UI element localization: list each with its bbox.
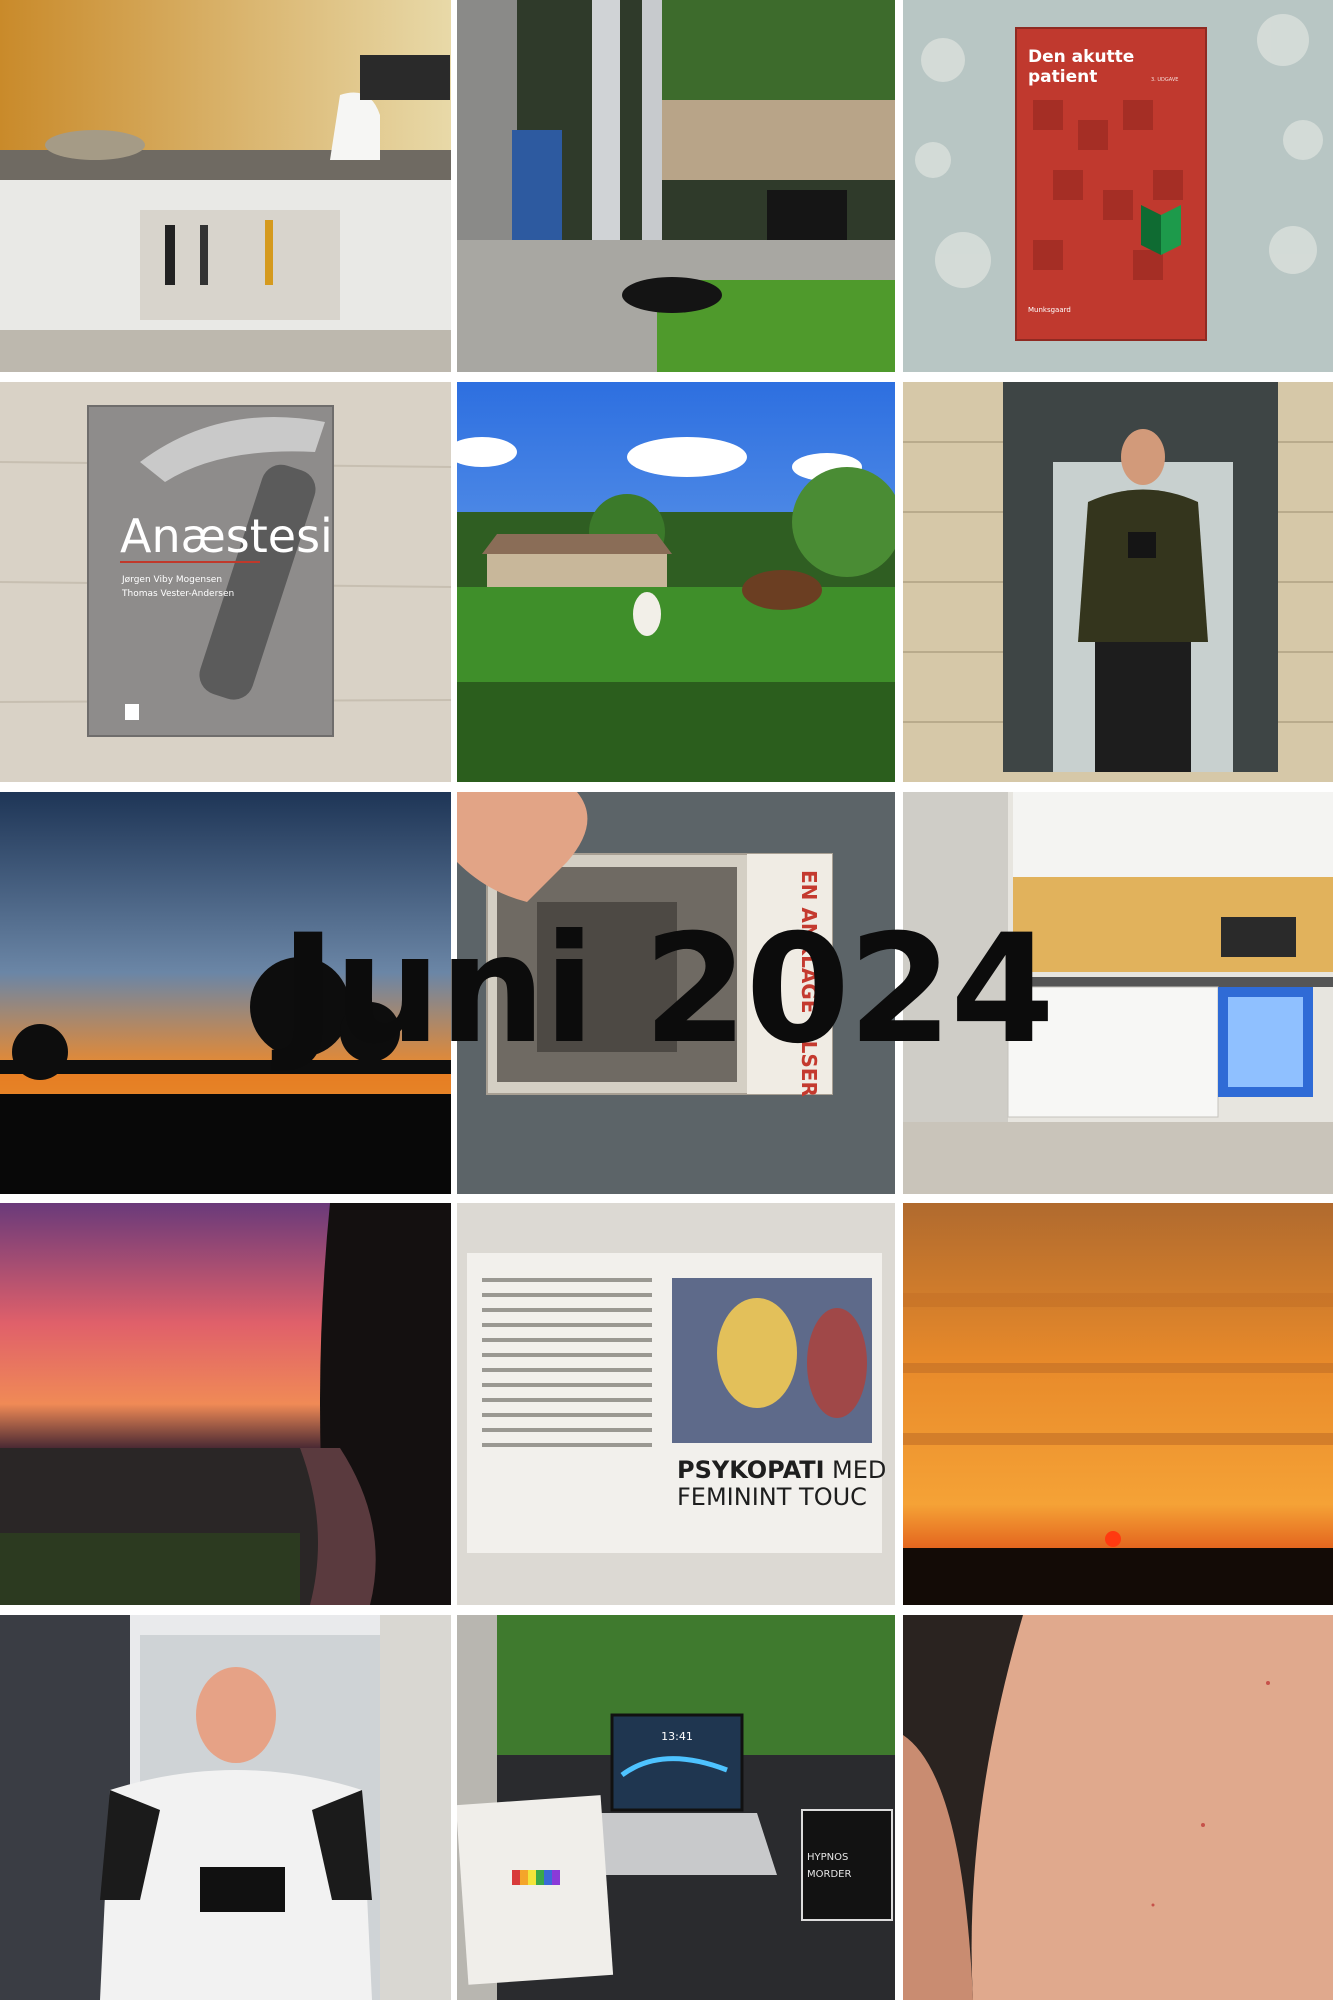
- photo-courtyard: [457, 0, 895, 372]
- book-red-publisher: Munksgaard: [1028, 306, 1071, 314]
- photo-mirror-selfie-2: [0, 1615, 451, 2000]
- book-gray-title: Anæstesi: [120, 509, 333, 563]
- newspaper-headline-bold: PSYKOPATI: [677, 1456, 825, 1484]
- photo-book-den-akutte-patient: Den akutte patient 3. UDGAVE Munksgaard: [903, 0, 1333, 372]
- photo-sunset-lake: [0, 792, 451, 1194]
- photo-skin-closeup: [903, 1615, 1333, 2000]
- book-gray-author1: Jørgen Viby Mogensen: [121, 575, 222, 585]
- desk-book-subtitle: MORDER: [807, 1869, 851, 1880]
- book-red-edition: 3. UDGAVE: [1151, 77, 1178, 83]
- photo-kitchenette-drawer: [0, 0, 451, 372]
- book-handheld-title: EN ANKLAGE: [797, 870, 821, 1013]
- book-handheld-title-end: ELSER: [797, 1027, 821, 1097]
- book-red-title-line1: Den akutte: [1028, 47, 1134, 67]
- photo-mirror-selfie-1: [903, 382, 1333, 782]
- photo-goats-field: [457, 382, 895, 782]
- photo-sunset-road: [0, 1203, 451, 1605]
- book-gray-author2: Thomas Vester-Andersen: [121, 589, 234, 599]
- laptop-clock: 13:41: [661, 1730, 693, 1743]
- photo-orange-sunset: [903, 1203, 1333, 1605]
- book-red-title-line2: patient: [1028, 67, 1097, 87]
- photo-newspaper: PSYKOPATI MED FEMININT TOUC: [457, 1203, 895, 1605]
- desk-book-title: HYPNOS: [807, 1852, 848, 1863]
- newspaper-headline-rest: MED: [832, 1456, 886, 1484]
- photo-laptop-desk: 13:41 HYPNOS MORDER: [457, 1615, 895, 2000]
- photo-book-anaestesi: Anæstesi Jørgen Viby Mogensen Thomas Ves…: [0, 382, 451, 782]
- photo-book-handheld: EN ANKLAGE ELSER: [457, 792, 895, 1194]
- photo-kitchen-open-fridge: [903, 792, 1333, 1194]
- newspaper-subline: FEMININT TOUC: [677, 1483, 867, 1511]
